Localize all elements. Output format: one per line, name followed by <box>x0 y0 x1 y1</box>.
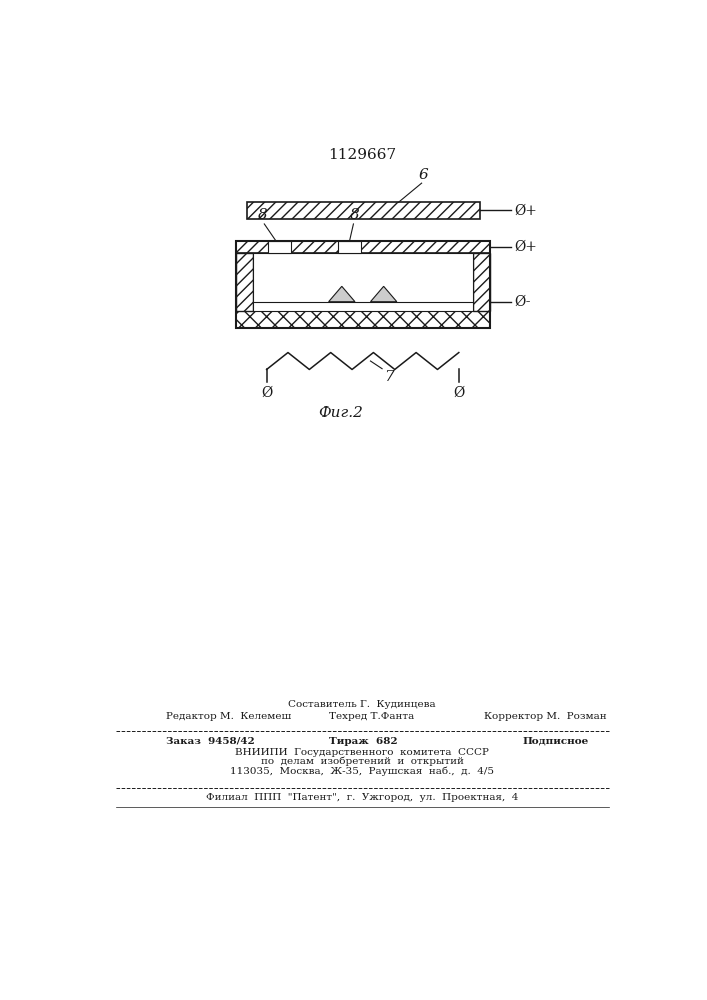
Text: Тираж  682: Тираж 682 <box>329 737 397 746</box>
Text: 7: 7 <box>384 370 393 384</box>
Text: Редактор М.  Келемеш: Редактор М. Келемеш <box>166 712 291 721</box>
Text: Техред Т.Фанта: Техред Т.Фанта <box>329 712 414 721</box>
Bar <box>235 311 490 328</box>
Text: Подписное: Подписное <box>522 737 589 746</box>
Text: 8: 8 <box>258 208 268 222</box>
Text: Корректор М.  Розман: Корректор М. Розман <box>484 712 606 721</box>
Text: Ø: Ø <box>261 386 272 400</box>
Text: Ø: Ø <box>453 386 464 400</box>
Text: 6: 6 <box>419 168 428 182</box>
Bar <box>268 241 291 253</box>
Text: по  делам  изобретений  и  открытий: по делам изобретений и открытий <box>260 757 463 766</box>
Text: Филиал  ППП  "Патент",  г.  Ужгород,  ул.  Проектная,  4: Филиал ППП "Патент", г. Ужгород, ул. Про… <box>206 793 518 802</box>
Text: Ø+: Ø+ <box>515 240 537 254</box>
Text: Заказ  9458/42: Заказ 9458/42 <box>166 737 255 746</box>
Bar <box>235 241 490 253</box>
Text: 8: 8 <box>350 208 360 222</box>
Bar <box>252 253 473 311</box>
Text: Ø-: Ø- <box>515 295 531 309</box>
Polygon shape <box>329 286 355 302</box>
Bar <box>235 241 490 328</box>
Bar <box>247 202 480 219</box>
Text: ВНИИПИ  Государственного  комитета  СССР: ВНИИПИ Государственного комитета СССР <box>235 748 489 757</box>
Bar <box>338 241 361 253</box>
Text: 113035,  Москва,  Ж-35,  Раушская  наб.,  д.  4/5: 113035, Москва, Ж-35, Раушская наб., д. … <box>230 766 494 776</box>
Text: Составитель Г.  Кудинцева: Составитель Г. Кудинцева <box>288 700 436 709</box>
Text: 1129667: 1129667 <box>328 148 396 162</box>
Bar <box>473 253 490 311</box>
Polygon shape <box>370 286 397 302</box>
Text: Фиг.2: Фиг.2 <box>318 406 363 420</box>
Text: Ø+: Ø+ <box>515 203 537 217</box>
Bar <box>235 253 252 311</box>
